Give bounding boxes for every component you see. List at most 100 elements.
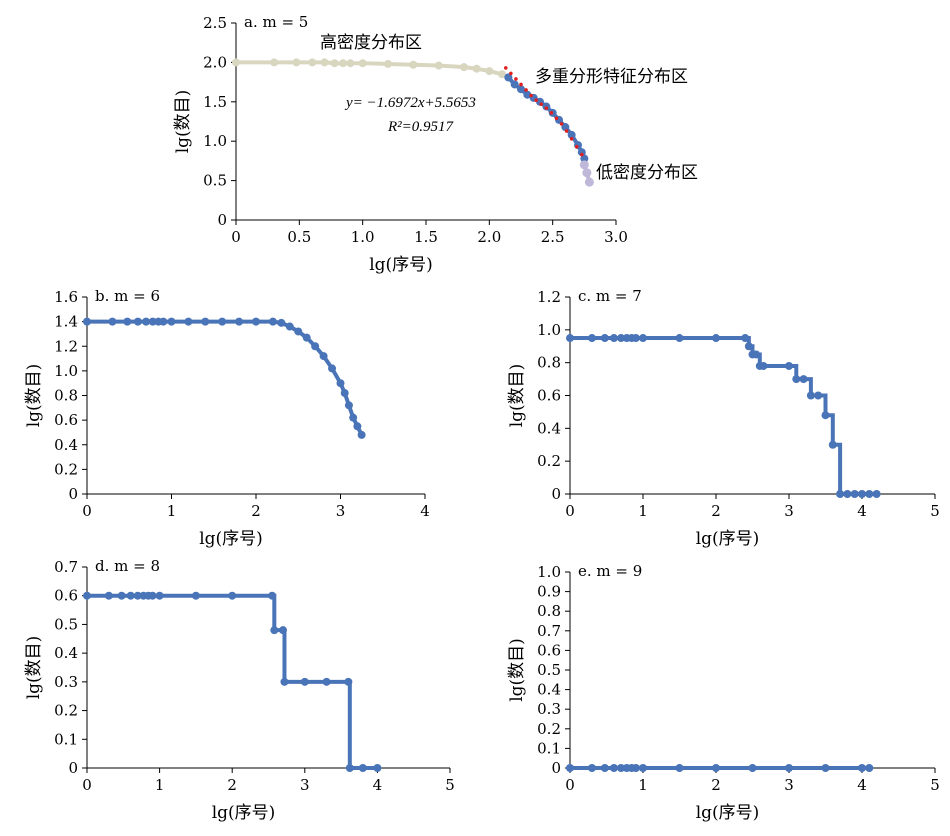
data-point xyxy=(582,168,592,178)
fit-point xyxy=(574,144,579,149)
y-tick-label: 0.8 xyxy=(537,354,561,372)
x-tick-label: 2 xyxy=(711,776,721,794)
data-point xyxy=(814,391,823,400)
y-tick-label: 1.0 xyxy=(537,563,561,581)
x-tick-label: 1 xyxy=(167,502,177,520)
fit-point xyxy=(569,137,574,141)
data-point xyxy=(373,764,382,772)
y-tick-label: 0.6 xyxy=(537,641,561,659)
data-point xyxy=(785,764,793,772)
data-point xyxy=(184,317,193,326)
data-point xyxy=(675,334,684,343)
data-point xyxy=(759,361,768,370)
y-tick-label: 0 xyxy=(68,759,78,777)
x-tick-label: 1.0 xyxy=(351,228,375,246)
data-point xyxy=(277,318,286,327)
data-point xyxy=(191,591,200,600)
series-line xyxy=(87,319,364,436)
y-tick-label: 1.5 xyxy=(203,93,227,111)
data-point xyxy=(799,375,808,384)
x-tick-label: 5 xyxy=(930,502,940,520)
data-point xyxy=(148,591,157,600)
chart-panel-1: 0 0.5 1.0 1.5 2.0 2.5 3.0 0 0.5 1.0 1.5 2.0 2.5 lg(序号… xyxy=(173,13,698,275)
chart-panel-2: 0 1 2 3 4 0 0.2 0.4 0.6 0.8 1.0 1.2 1.4 1.6 lg(序号) lg(数… xyxy=(24,287,430,549)
data-point xyxy=(609,764,618,772)
chart-title: c. m = 7 xyxy=(578,287,642,305)
y-tick-label: 0.6 xyxy=(54,411,78,429)
y-tick-label: 0.7 xyxy=(54,558,78,576)
chart-title: e. m = 9 xyxy=(578,562,642,580)
y-tick-label: 0 xyxy=(551,759,561,777)
y-tick-label: 0.4 xyxy=(537,419,561,437)
data-point xyxy=(346,59,355,68)
fit-point xyxy=(514,77,518,81)
x-tick-label: 1 xyxy=(638,776,648,794)
data-point xyxy=(320,58,329,67)
data-point xyxy=(133,591,142,600)
x-tick-label: 0 xyxy=(565,776,575,794)
y-tick-label: 1.4 xyxy=(54,313,78,331)
data-point xyxy=(561,123,570,132)
data-point xyxy=(330,59,339,68)
data-point xyxy=(675,764,684,772)
x-tick-label: 4 xyxy=(373,776,383,794)
y-tick-label: 0.2 xyxy=(537,452,561,470)
x-tick-label: 0 xyxy=(231,228,241,246)
y-tick-label: 0 xyxy=(68,485,78,503)
data-point xyxy=(577,148,586,157)
x-tick-label: 3.0 xyxy=(604,228,628,246)
data-point xyxy=(322,677,331,686)
y-tick-label: 0.8 xyxy=(54,387,78,405)
x-tick-label: 5 xyxy=(445,776,455,794)
fit-point xyxy=(554,116,559,121)
y-tick-label: 0.7 xyxy=(537,622,561,640)
data-point xyxy=(617,334,626,343)
x-axis-label: lg(序号) xyxy=(369,255,433,275)
data-point xyxy=(741,334,750,343)
y-tick-label: 0.8 xyxy=(537,602,561,620)
data-point xyxy=(339,59,348,68)
data-point xyxy=(517,85,525,94)
y-tick-label: 0.1 xyxy=(54,730,78,748)
y-tick-label: 0.6 xyxy=(537,387,561,405)
x-tick-label: 2 xyxy=(711,502,721,520)
data-point xyxy=(785,361,793,370)
data-point xyxy=(340,389,349,398)
y-tick-label: 0.2 xyxy=(537,720,561,738)
data-point xyxy=(836,490,845,498)
fit-point xyxy=(549,111,554,115)
fit-point xyxy=(539,102,544,106)
data-point xyxy=(148,317,157,326)
y-tick-label: 0.6 xyxy=(54,587,78,605)
data-point xyxy=(268,317,277,326)
x-tick-label: 0 xyxy=(82,776,92,794)
data-point xyxy=(587,334,596,343)
annotation-high-density: 高密度分布区 xyxy=(320,33,422,53)
y-tick-label: 0.5 xyxy=(54,615,78,633)
y-tick-label: 0.5 xyxy=(537,661,561,679)
data-point xyxy=(850,490,859,498)
data-point xyxy=(752,350,761,359)
y-axis-label: lg(数目) xyxy=(173,90,193,154)
chart-panel-4: 0 1 2 3 4 5 0 0.1 0.2 0.3 0.4 0.5 0.6 0.7 lg(序号) lg(数目)… xyxy=(24,557,455,823)
x-tick-label: 0 xyxy=(82,502,92,520)
data-point xyxy=(83,591,91,600)
data-point xyxy=(123,317,132,326)
x-tick-label: 3 xyxy=(784,776,794,794)
data-point xyxy=(358,764,367,772)
data-point xyxy=(142,317,151,326)
data-point xyxy=(806,391,815,400)
data-point xyxy=(712,764,720,772)
x-tick-label: 0.5 xyxy=(287,228,311,246)
fit-point xyxy=(504,66,508,70)
data-point xyxy=(639,334,647,343)
data-point xyxy=(319,352,328,361)
data-point xyxy=(566,764,574,772)
data-point xyxy=(485,67,494,76)
data-point xyxy=(285,322,294,331)
data-point xyxy=(639,764,647,772)
y-tick-label: 1.6 xyxy=(54,288,78,306)
y-tick-label: 0.3 xyxy=(54,673,78,691)
y-tick-label: 1.2 xyxy=(537,288,561,306)
fit-point xyxy=(524,88,528,92)
